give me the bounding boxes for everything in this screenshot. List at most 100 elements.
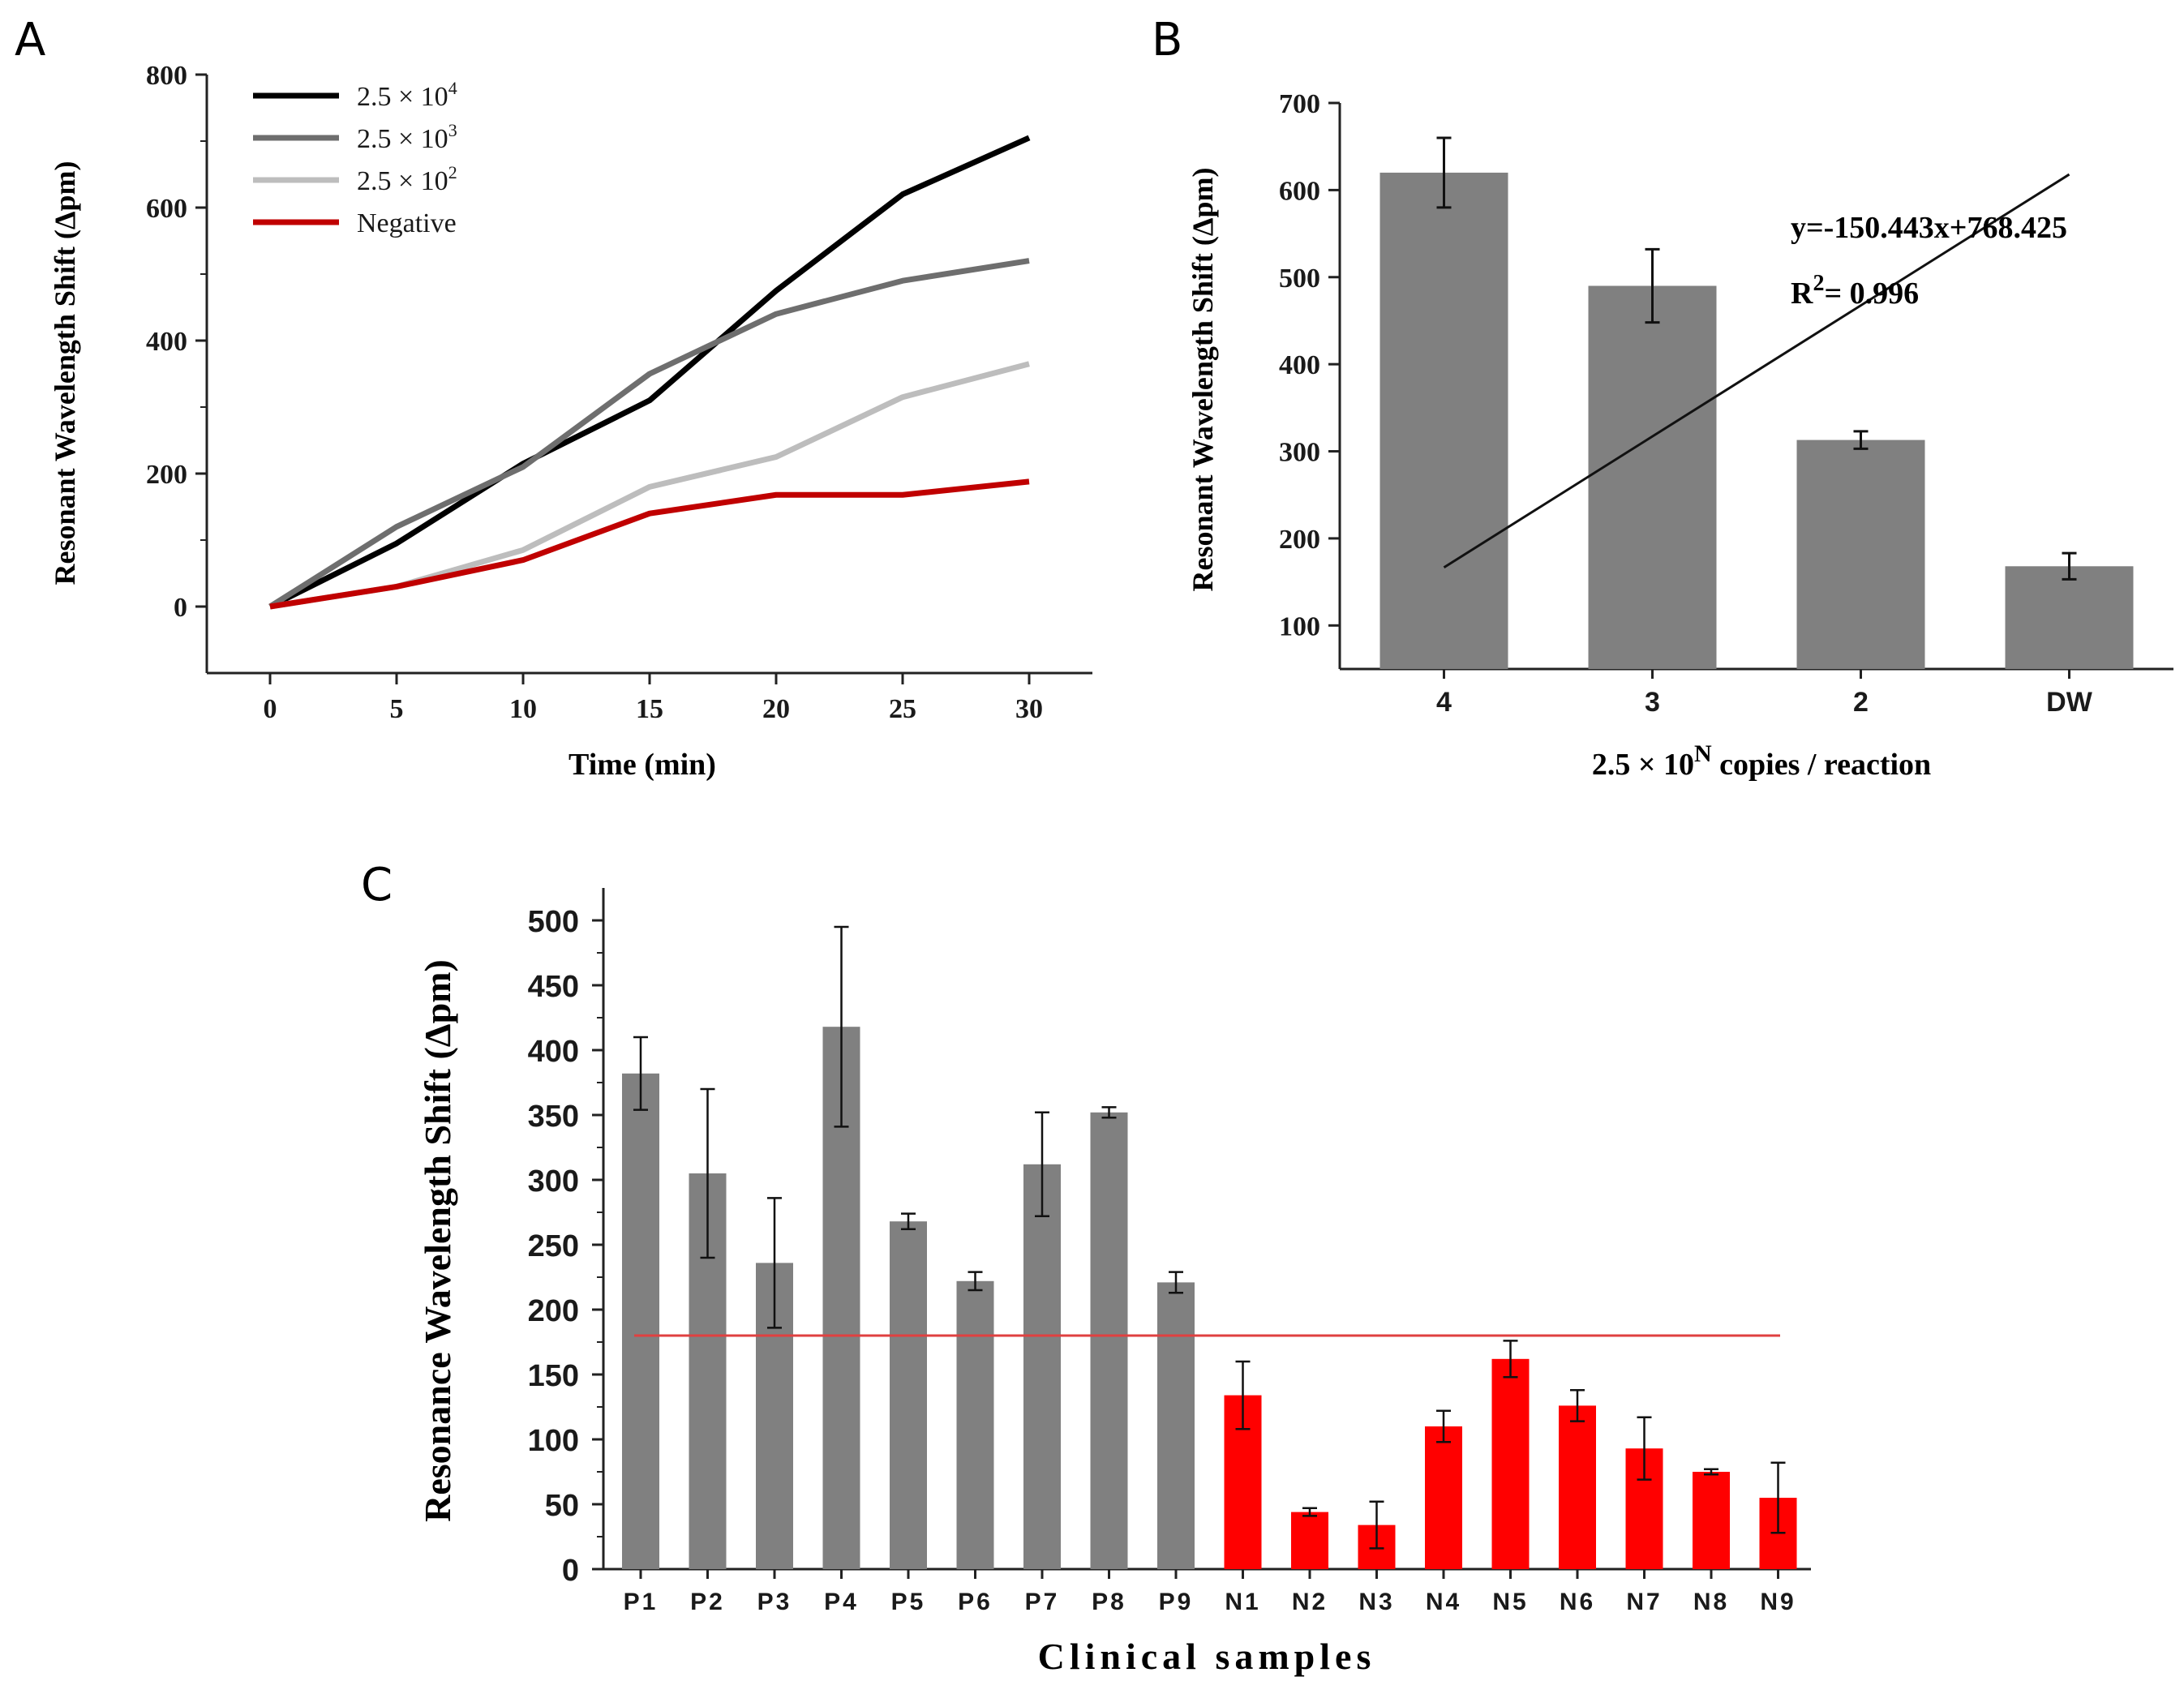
panel-a-x-tick-label: 0 (264, 694, 277, 724)
panel-b-y-label: Resonant Wavelength Shift (Δpm) (1186, 168, 1219, 592)
panel-b-equation: y=-150.443x+768.425 (1791, 211, 2067, 245)
panel-b-fit-line (1443, 173, 2070, 569)
panel-b-y-tick-label: 200 (1279, 525, 1320, 555)
panel-b-bar (1379, 172, 1508, 669)
panel-b-y-tick-label: 400 (1279, 350, 1320, 380)
panel-a-legend-label-exp: 3 (448, 120, 457, 140)
panel-c-x-tick-label: N5 (1492, 1589, 1528, 1615)
panel-b-x-tick-label: 4 (1436, 687, 1452, 718)
panel-b-y-tick-label: 500 (1279, 264, 1320, 294)
panel-c-x-tick-label: P5 (891, 1589, 926, 1615)
panel-c-x-tick-label: N3 (1358, 1589, 1394, 1615)
panel-a-series (268, 135, 1031, 610)
panel-c-y-tick-label: 0 (562, 1554, 579, 1588)
panel-c-x-tick-label: P8 (1092, 1589, 1126, 1615)
panel-b-r-squared: R2= 0.996 (1791, 271, 1919, 311)
panel-a-y-tick-label: 600 (146, 194, 187, 224)
panel-c-x-tick-label: P2 (690, 1589, 725, 1615)
panel-c-y-label: Resonance Wavelength Shift (Δpm) (417, 959, 458, 1522)
panel-b-fit-line-group (1443, 173, 2070, 569)
panel-c-y-tick-label: 500 (528, 905, 579, 939)
panel-c-bar (956, 1280, 994, 1569)
panel-b-r2-value: = 0.996 (1824, 277, 1919, 311)
panel-c-x-tick-label: N4 (1426, 1589, 1461, 1615)
panel-c-bar (1291, 1512, 1328, 1569)
panel-b-x-label: 2.5 × 10N copies / reaction (1592, 740, 1931, 782)
panel-b-bar (1588, 285, 1717, 669)
panel-c-x-tick-label: N7 (1626, 1589, 1662, 1615)
panel-c-y-tick-label: 450 (528, 970, 579, 1004)
panel-b-x-ticks: 4 3 2 DW (1436, 669, 2093, 718)
panel-c-bar (1023, 1164, 1061, 1569)
panel-c-y-tick-label: 400 (528, 1035, 579, 1069)
panel-b-x-tick-label: DW (2046, 687, 2093, 718)
panel-a-legend-label-base: Negative (357, 208, 457, 238)
panel-b-r2-exp: 2 (1813, 271, 1824, 296)
panel-b-bars (1379, 136, 2134, 669)
panel-c-x-tick-label: P7 (1025, 1589, 1060, 1615)
panel-a-series-line-2 (268, 258, 1030, 609)
panel-c-x-tick-label: N6 (1560, 1589, 1595, 1615)
panel-a-x-tick-label: 15 (636, 694, 663, 724)
panel-a-y-tick-label: 800 (146, 61, 187, 91)
panel-b-y-tick-label: 100 (1279, 611, 1320, 641)
panel-a-x-tick-label: 25 (889, 694, 916, 724)
panel-c-bar (1425, 1426, 1462, 1569)
panel-a-x-label: Time (min) (569, 748, 716, 782)
panel-a-legend-label: 2.5 × 104 (357, 78, 457, 112)
panel-a-legend-label: 2.5 × 103 (357, 120, 457, 154)
panel-c-bar (1559, 1405, 1596, 1569)
panel-a-x-ticks: 0 5 10 15 20 25 30 (264, 673, 1043, 724)
panel-a-y-label: Resonant Wavelength Shift (Δpm) (49, 161, 81, 585)
panel-b-bar (2005, 566, 2134, 669)
panel-b-x-tick-label: 3 (1645, 687, 1660, 718)
panel-a-y-tick-label: 0 (174, 593, 187, 623)
panel-a-x-tick-label: 30 (1015, 694, 1043, 724)
panel-c-x-tick-label: N8 (1693, 1589, 1729, 1615)
panel-a-x-tick-label: 10 (509, 694, 537, 724)
panel-c-x-tick-label: P6 (958, 1589, 993, 1615)
panel-c-bar (1157, 1282, 1195, 1569)
panel-c-x-tick-label: P1 (624, 1589, 659, 1615)
panel-c-bar (1090, 1112, 1128, 1569)
panel-a-y-tick-label: 400 (146, 327, 187, 357)
panel-c-x-label: Clinical samples (1038, 1636, 1376, 1677)
panel-b-x-label-exp: N (1694, 740, 1712, 767)
panel-c-x-tick-label: P4 (824, 1589, 859, 1615)
panel-a-series-line-1 (268, 135, 1031, 610)
panel-c-x-tick-label: P9 (1159, 1589, 1194, 1615)
panel-a-x-tick-label: 5 (390, 694, 404, 724)
panel-c-y-tick-label: 300 (528, 1164, 579, 1199)
panel-a-letter: A (15, 14, 45, 66)
panel-c-y-tick-label: 350 (528, 1100, 579, 1134)
panel-a-legend-label-base: 2.5 × 10 (357, 124, 448, 154)
panel-c-x-ticks: P1 P2 P3 P4 P5 P6 P7 P8 P9 N1 N2 N3 N4 N5 N6 N7 N8 N9 (624, 1569, 1796, 1615)
panel-a-y-ticks: 0 200 400 600 800 (146, 61, 207, 623)
panel-b-y-tick-label: 300 (1279, 438, 1320, 468)
panel-c-y-tick-label: 200 (528, 1294, 579, 1328)
panel-c-y-ticks: 0 50 100 150 200 250 300 350 400 450 500 (528, 905, 603, 1588)
panel-b-x-label-base: 2.5 × 10 (1592, 748, 1694, 782)
panel-a-legend-label-exp: 4 (448, 78, 457, 98)
panel-a-legend-label-exp: 2 (448, 162, 457, 182)
panel-c-y-tick-label: 250 (528, 1229, 579, 1263)
panel-b-x-tick-label: 2 (1853, 687, 1869, 718)
panel-c-x-tick-label: P3 (757, 1589, 792, 1615)
panel-c-x-tick-label: N2 (1292, 1589, 1328, 1615)
panel-c-y-tick-label: 150 (528, 1359, 579, 1393)
panel-b-y-tick-label: 600 (1279, 176, 1320, 206)
panel-b-bar-chart: B 100 200 300 400 500 600 700 4 3 2 DW y=-150.443… (1152, 14, 2173, 782)
panel-c-bars (622, 925, 1797, 1569)
panel-c-x-tick-label: N9 (1760, 1589, 1796, 1615)
panel-b-letter: B (1152, 14, 1182, 66)
panel-b-bar (1796, 440, 1925, 669)
panel-a-series-line-4 (269, 478, 1030, 610)
panel-a-legend-label: Negative (357, 208, 457, 238)
panel-c-bar (890, 1221, 927, 1569)
panel-b-y-ticks: 100 200 300 400 500 600 700 (1279, 89, 1340, 641)
panel-b-y-tick-label: 700 (1279, 89, 1320, 119)
